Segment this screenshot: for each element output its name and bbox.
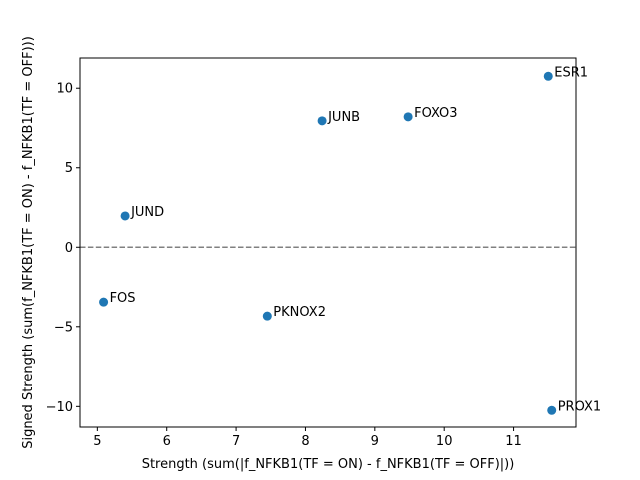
x-tick-label: 8 (301, 434, 309, 449)
point-label-jund: JUND (130, 205, 164, 220)
scatter-point-fos (99, 297, 109, 307)
plot-frame (79, 57, 577, 428)
scatter-point-junb (317, 116, 327, 126)
x-axis-label: Strength (sum(|f_NFKB1(TF = ON) - f_NFKB… (142, 457, 515, 472)
point-label-fos: FOS (110, 291, 136, 306)
point-label-esr1: ESR1 (554, 65, 588, 80)
point-label-foxo3: FOXO3 (414, 106, 457, 121)
y-axis-label: Signed Strength (sum(f_NFKB1(TF = ON) - … (21, 36, 36, 449)
point-label-prox1: PROX1 (558, 399, 601, 414)
x-tick-label: 9 (371, 434, 379, 449)
y-tick-label: −10 (46, 400, 73, 415)
x-tick-label: 6 (163, 434, 171, 449)
x-tick-label: 5 (93, 434, 101, 449)
point-label-junb: JUNB (327, 110, 360, 125)
y-tick-label: 5 (65, 161, 73, 176)
x-tick-label: 10 (436, 434, 453, 449)
point-label-pknox2: PKNOX2 (273, 305, 326, 320)
scatter-point-pknox2 (262, 311, 272, 321)
y-tick-label: 0 (65, 241, 73, 256)
y-tick-label: 10 (56, 82, 73, 97)
scatter-point-foxo3 (403, 112, 413, 122)
y-tick-label: −5 (54, 320, 73, 335)
scatter-point-esr1 (543, 71, 553, 81)
x-tick-label: 7 (232, 434, 240, 449)
x-tick-label: 11 (505, 434, 522, 449)
scatter-point-prox1 (547, 405, 557, 415)
scatter-point-jund (120, 211, 130, 221)
